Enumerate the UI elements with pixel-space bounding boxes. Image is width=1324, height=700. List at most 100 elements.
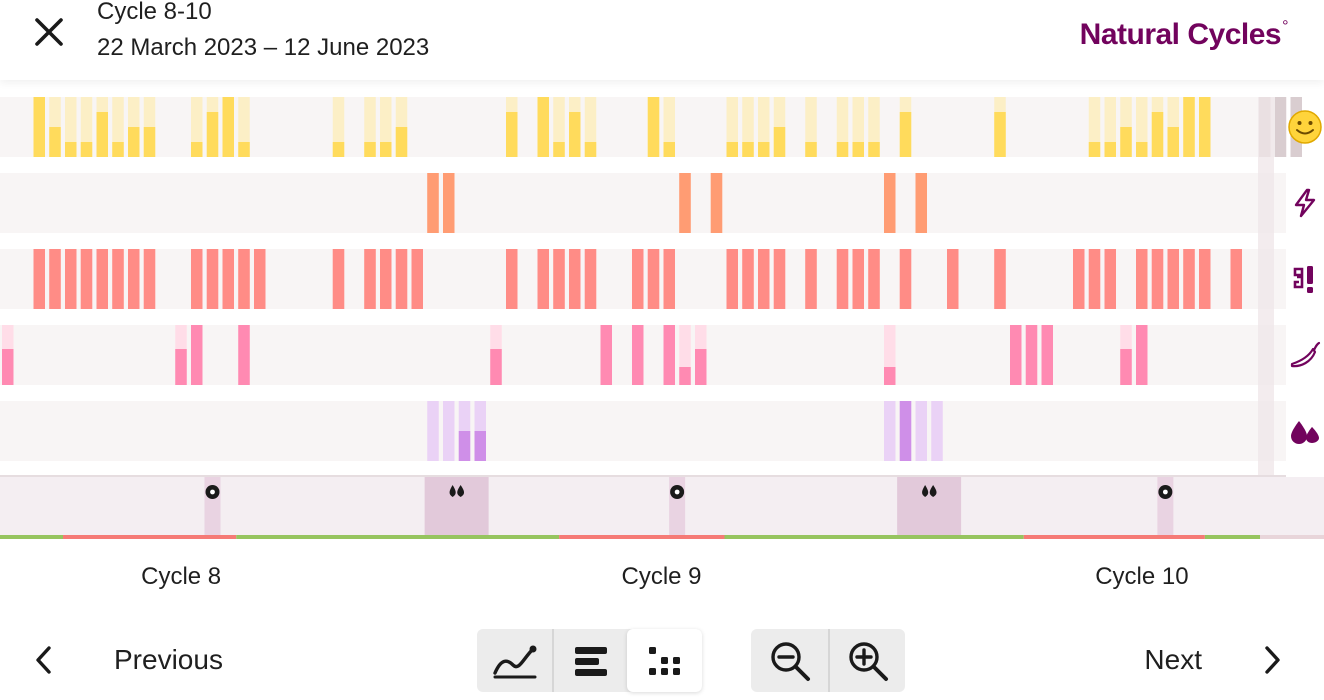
stress-alert-icon xyxy=(1293,266,1313,293)
mood-row-button[interactable] xyxy=(1286,97,1324,157)
libido-entry xyxy=(663,325,675,385)
lightning-bolt-icon xyxy=(1294,188,1316,218)
libido-day-bg xyxy=(884,325,896,385)
libido-entry xyxy=(695,349,707,385)
mood-day-bg xyxy=(852,97,864,157)
mood-entry xyxy=(994,112,1006,157)
stress-entry xyxy=(947,249,959,309)
stress-entry xyxy=(222,249,234,309)
mood-entry xyxy=(663,142,675,157)
stress-entry xyxy=(1230,249,1242,309)
mood-entry xyxy=(112,142,124,157)
mood-entry xyxy=(647,97,660,157)
mood-entry xyxy=(852,142,864,157)
libido-entry xyxy=(632,325,644,385)
mood-day-bg xyxy=(742,97,754,157)
stress-entry xyxy=(238,249,250,309)
ovulation-dot-center xyxy=(210,489,215,495)
stress-entry xyxy=(254,249,266,309)
discharge-entry xyxy=(899,401,912,461)
period-drops-icon xyxy=(922,485,937,497)
brand-mark: ° xyxy=(1282,18,1288,35)
fertility-status-green xyxy=(0,535,63,539)
dots-view-button[interactable] xyxy=(627,629,702,692)
fertility-status-green xyxy=(1204,535,1260,539)
stress-entry xyxy=(128,249,140,309)
zoom-out-button[interactable] xyxy=(751,629,828,692)
fertility-status-red xyxy=(559,535,725,539)
mood-entry xyxy=(395,127,408,157)
mood-entry xyxy=(1167,127,1179,157)
discharge-row xyxy=(0,401,1286,461)
mood-entry xyxy=(836,142,849,157)
period-drops-icon xyxy=(449,485,465,497)
stress-entry xyxy=(632,249,644,309)
stress-entry xyxy=(1136,249,1148,309)
energy-entry xyxy=(427,173,439,233)
mood-day-bg xyxy=(1088,97,1101,157)
previous-button[interactable]: Previous xyxy=(30,632,223,688)
view-mode-switcher xyxy=(477,629,702,692)
libido-row-button[interactable] xyxy=(1286,325,1324,385)
cycle-label: Cycle 9 xyxy=(621,563,702,590)
bars-view-button[interactable] xyxy=(552,629,627,692)
today-column xyxy=(1258,97,1274,535)
mood-day-bg xyxy=(584,97,597,157)
mood-day-bg xyxy=(868,97,880,157)
stress-entry xyxy=(647,249,660,309)
zoom-in-button[interactable] xyxy=(828,629,905,692)
close-button[interactable] xyxy=(26,12,72,52)
libido-day-bg xyxy=(679,325,691,385)
mood-day-bg xyxy=(805,97,817,157)
mood-entry xyxy=(238,142,250,157)
stress-entry xyxy=(206,249,219,309)
stress-entry xyxy=(994,249,1006,309)
discharge-row-button[interactable] xyxy=(1286,401,1324,461)
libido-entry xyxy=(884,367,896,385)
mood-entry xyxy=(1199,97,1211,157)
stress-entry xyxy=(742,249,754,309)
mood-entry xyxy=(222,97,234,157)
mood-entry xyxy=(805,142,817,157)
next-button[interactable]: Next xyxy=(1144,632,1286,688)
period-drop xyxy=(922,485,929,497)
energy-entry xyxy=(710,173,723,233)
mood-entry xyxy=(1136,142,1148,157)
libido-entry xyxy=(1010,325,1022,385)
fertility-status-unknown xyxy=(1260,535,1324,539)
stress-entry xyxy=(143,249,156,309)
stress-entry xyxy=(1183,249,1195,309)
period-marker-bg xyxy=(424,477,489,535)
discharge-day-bg xyxy=(427,401,439,461)
energy-row-button[interactable] xyxy=(1286,173,1324,233)
libido-entry xyxy=(175,349,187,385)
mood-entry xyxy=(380,142,392,157)
mood-entry xyxy=(96,112,108,157)
mood-entry xyxy=(1104,142,1116,157)
mood-day-bg xyxy=(1136,97,1148,157)
mood-entry xyxy=(553,142,565,157)
stress-row-button[interactable] xyxy=(1286,249,1324,309)
event-strip xyxy=(0,477,1324,535)
chevron-right-icon xyxy=(1265,646,1280,674)
stress-entry xyxy=(852,249,864,309)
mood-entry xyxy=(143,127,156,157)
fertility-status-green xyxy=(724,535,1024,539)
stress-entry xyxy=(96,249,108,309)
discharge-day-bg xyxy=(915,401,927,461)
stress-entry xyxy=(805,249,817,309)
mood-entry xyxy=(506,112,518,157)
mood-entry xyxy=(899,112,912,157)
stress-entry xyxy=(584,249,597,309)
stress-entry xyxy=(569,249,581,309)
symptom-tracker[interactable] xyxy=(0,80,1324,550)
graph-view-button[interactable] xyxy=(477,629,552,692)
energy-entry xyxy=(679,173,691,233)
ovulation-dot-center xyxy=(1162,489,1168,495)
energy-entry xyxy=(443,173,455,233)
mood-day-bg xyxy=(112,97,124,157)
stress-entry xyxy=(33,249,45,309)
libido-entry xyxy=(238,325,250,385)
mood-day-bg xyxy=(80,97,93,157)
stress-entry xyxy=(1167,249,1179,309)
